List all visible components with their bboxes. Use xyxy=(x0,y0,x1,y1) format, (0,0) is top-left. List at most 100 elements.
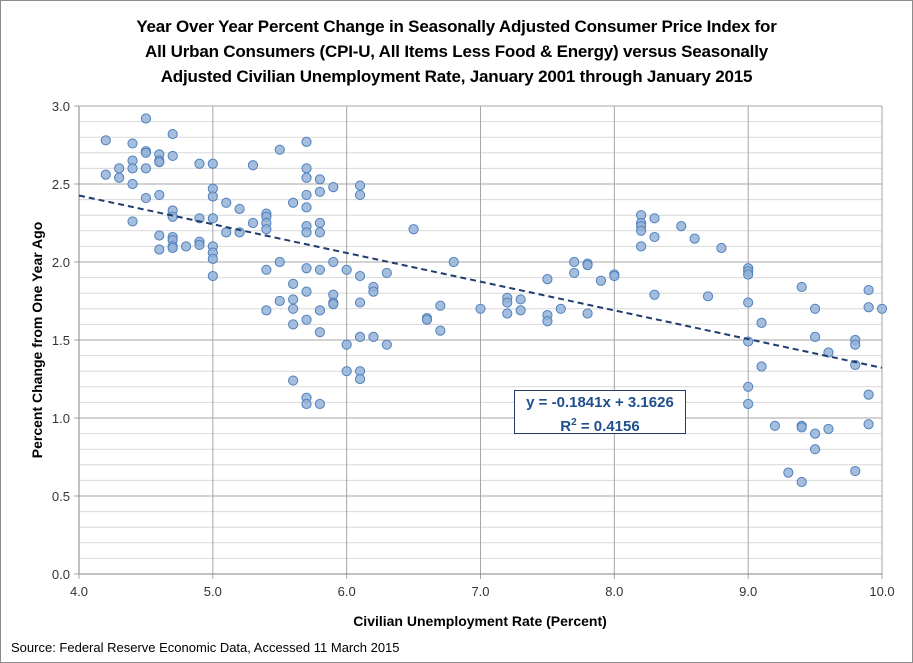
data-point xyxy=(823,423,834,435)
data-point xyxy=(542,274,553,285)
data-point xyxy=(314,227,325,238)
data-point xyxy=(221,227,232,238)
data-point xyxy=(154,230,165,241)
data-point xyxy=(796,281,807,293)
data-point xyxy=(301,172,312,183)
data-point xyxy=(716,242,727,254)
data-point xyxy=(676,221,687,232)
data-point xyxy=(221,197,232,208)
r-squared-value: = 0.4156 xyxy=(576,418,640,435)
data-point xyxy=(341,366,352,377)
data-point xyxy=(341,264,352,275)
data-point xyxy=(288,375,299,386)
data-point xyxy=(850,339,861,350)
data-point xyxy=(769,420,781,431)
data-point xyxy=(863,389,874,400)
data-point xyxy=(314,398,325,410)
data-point xyxy=(154,189,165,201)
data-point xyxy=(863,419,874,430)
data-point xyxy=(154,157,165,168)
data-point xyxy=(234,203,245,215)
data-point xyxy=(354,373,366,385)
data-point xyxy=(354,270,366,282)
title-line-2: All Urban Consumers (CPI-U, All Items Le… xyxy=(145,42,768,61)
data-point xyxy=(167,242,178,254)
data-point xyxy=(301,163,312,174)
data-point xyxy=(702,291,714,302)
data-point xyxy=(756,361,767,372)
data-point xyxy=(127,178,138,190)
data-point xyxy=(301,202,312,213)
data-point xyxy=(381,339,392,350)
data-point xyxy=(301,227,312,238)
data-point xyxy=(288,294,299,305)
data-point xyxy=(649,289,660,300)
data-point xyxy=(636,225,647,236)
data-point xyxy=(114,163,125,174)
data-point xyxy=(100,169,111,180)
data-point xyxy=(354,180,366,191)
data-point xyxy=(247,160,259,171)
data-point xyxy=(314,305,325,316)
data-point xyxy=(100,135,111,146)
data-point xyxy=(354,297,366,308)
x-tick-label: 4.0 xyxy=(70,584,88,599)
y-tick-label: 2.0 xyxy=(52,255,70,270)
data-point xyxy=(435,300,446,311)
data-point xyxy=(756,317,767,328)
data-point xyxy=(368,331,379,342)
data-point xyxy=(569,256,580,268)
data-point xyxy=(288,278,299,289)
data-point xyxy=(261,224,272,235)
data-point xyxy=(569,267,580,279)
y-tick-label: 2.5 xyxy=(52,177,70,192)
data-point xyxy=(595,275,607,286)
x-axis-title: Civilian Unemployment Rate (Percent) xyxy=(353,613,607,629)
x-tick-label: 8.0 xyxy=(605,584,623,599)
data-point xyxy=(301,314,312,325)
data-point xyxy=(850,465,861,477)
source-note: Source: Federal Reserve Economic Data, A… xyxy=(11,640,400,655)
chart-title: Year Over Year Percent Change in Seasona… xyxy=(0,14,913,89)
data-point xyxy=(448,256,459,268)
data-point xyxy=(288,303,299,314)
data-point xyxy=(381,267,392,279)
x-tick-label: 10.0 xyxy=(869,584,894,599)
r-squared-label: R2 = 0.4156 xyxy=(515,413,685,437)
data-point xyxy=(876,303,888,314)
data-point xyxy=(314,217,325,229)
data-point xyxy=(809,444,821,455)
y-tick-labels: 0.0 0.5 1.0 1.5 2.0 2.5 3.0 xyxy=(52,99,70,582)
data-point xyxy=(140,113,152,124)
data-point xyxy=(167,128,178,140)
data-point xyxy=(207,270,218,282)
x-tick-label: 7.0 xyxy=(471,584,489,599)
data-point xyxy=(743,269,754,280)
y-tick-label: 0.0 xyxy=(52,567,70,582)
x-tick-label: 6.0 xyxy=(338,584,356,599)
data-point xyxy=(421,314,433,325)
data-point xyxy=(140,163,152,174)
data-point xyxy=(636,241,647,252)
data-point xyxy=(649,213,660,224)
data-points xyxy=(100,113,888,488)
data-point xyxy=(783,467,794,478)
data-point xyxy=(314,264,325,275)
data-point xyxy=(515,294,526,305)
data-point xyxy=(288,197,299,208)
data-point xyxy=(328,256,339,268)
data-point xyxy=(207,213,218,224)
y-axis-title: Percent Change from One Year Ago xyxy=(29,222,45,459)
axes xyxy=(78,106,882,575)
trendline-equation: y = -0.1841x + 3.1626 xyxy=(526,394,674,411)
data-point xyxy=(689,233,700,244)
x-tick-labels: 4.0 5.0 6.0 7.0 8.0 9.0 10.0 xyxy=(70,584,895,599)
data-point xyxy=(354,189,366,201)
data-point xyxy=(582,308,593,319)
data-point xyxy=(301,189,312,201)
data-point xyxy=(328,182,339,193)
data-point xyxy=(796,476,807,488)
data-point xyxy=(555,303,566,314)
data-point xyxy=(207,253,218,264)
data-point xyxy=(140,147,152,158)
